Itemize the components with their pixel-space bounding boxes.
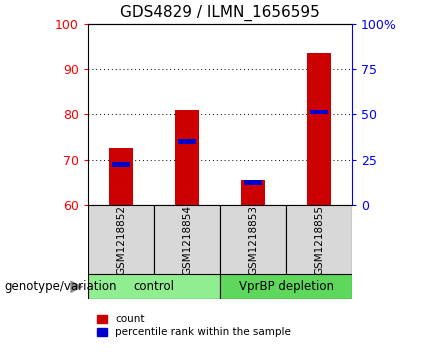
- Bar: [242, 180, 264, 205]
- Bar: [220, 274, 352, 299]
- Bar: [176, 110, 198, 205]
- Text: genotype/variation: genotype/variation: [4, 280, 117, 293]
- Bar: [244, 180, 262, 185]
- Title: GDS4829 / ILMN_1656595: GDS4829 / ILMN_1656595: [120, 5, 320, 21]
- Text: GSM1218853: GSM1218853: [248, 205, 258, 274]
- Bar: [220, 205, 286, 274]
- Bar: [308, 53, 330, 205]
- Bar: [110, 148, 132, 205]
- Bar: [310, 110, 328, 114]
- Text: GSM1218852: GSM1218852: [116, 205, 126, 274]
- Text: GSM1218855: GSM1218855: [314, 205, 324, 274]
- Text: GSM1218854: GSM1218854: [182, 205, 192, 274]
- Bar: [286, 205, 352, 274]
- Legend: count, percentile rank within the sample: count, percentile rank within the sample: [93, 310, 295, 342]
- Bar: [178, 139, 196, 144]
- Bar: [88, 274, 220, 299]
- Text: VprBP depletion: VprBP depletion: [238, 280, 334, 293]
- Bar: [88, 205, 154, 274]
- Bar: [154, 205, 220, 274]
- Polygon shape: [70, 280, 84, 293]
- Bar: [112, 162, 130, 167]
- Text: control: control: [133, 280, 175, 293]
